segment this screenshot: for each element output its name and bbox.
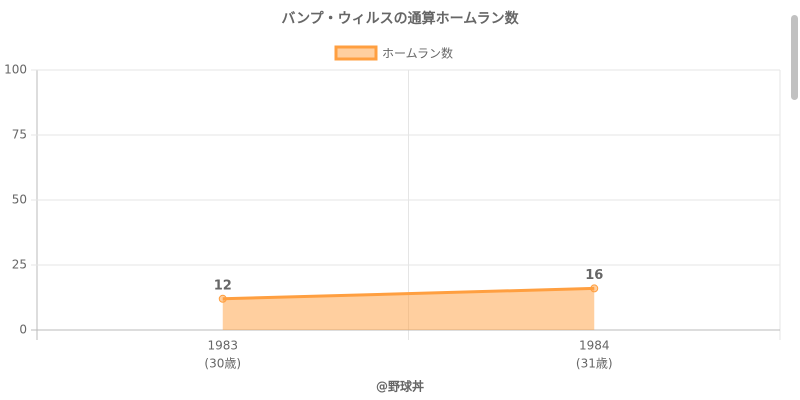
line: [222, 286, 595, 301]
data-label: 16: [585, 268, 603, 283]
credit: @野球丼: [376, 379, 424, 394]
x-tick-label: (31歳): [576, 357, 613, 371]
data-label: 12: [214, 278, 232, 293]
point: [218, 294, 227, 303]
legend-label: ホームラン数: [382, 46, 453, 61]
x-tick-label: 1983: [207, 339, 238, 353]
legend-swatch: [334, 45, 378, 61]
point: [590, 284, 599, 293]
x-tick-label: 1984: [579, 339, 610, 353]
y-tick-label: 50: [12, 193, 27, 207]
area: [222, 288, 595, 330]
y-tick-label: 100: [4, 63, 27, 77]
y-tick-label: 75: [12, 128, 27, 142]
y-tick-label: 0: [19, 323, 27, 337]
x-tick-label: (30歳): [204, 357, 241, 371]
scrollbar[interactable]: [791, 15, 798, 100]
chart-title: バンプ・ウィルスの通算ホームラン数: [281, 10, 519, 27]
y-tick-label: 25: [12, 258, 27, 272]
